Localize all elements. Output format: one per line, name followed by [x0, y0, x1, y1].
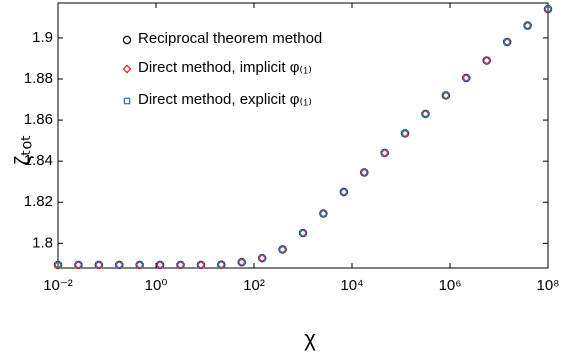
x-tick-label: 10⁸ — [536, 277, 559, 294]
y-axis-label: ζₜₒₜ — [10, 135, 35, 166]
legend-label: Reciprocal theorem method — [138, 30, 322, 47]
data-point — [340, 188, 348, 196]
data-point — [238, 258, 246, 266]
data-point — [258, 254, 266, 262]
data-point — [503, 38, 511, 46]
x-axis-label: χ — [304, 326, 316, 351]
data-point — [442, 92, 450, 99]
data-point — [177, 261, 184, 269]
y-tick-label: 1.86 — [24, 111, 53, 128]
legend-marker — [122, 35, 132, 45]
data-point — [401, 130, 409, 137]
data-point — [54, 261, 62, 269]
data-point — [483, 57, 491, 64]
data-point — [524, 22, 531, 29]
x-tick-label: 10⁴ — [340, 277, 363, 294]
x-tick-label: 10⁰ — [145, 277, 168, 294]
data-point — [320, 210, 327, 217]
data-point — [115, 261, 123, 269]
legend-marker — [122, 64, 132, 74]
x-tick-label: 10² — [243, 277, 265, 294]
data-point — [462, 74, 470, 82]
plot-frame — [57, 2, 549, 269]
data-point — [217, 261, 225, 269]
data-point — [197, 261, 205, 269]
y-tick-label: 1.84 — [24, 152, 53, 169]
legend-label: Direct method, explicit φ₍₁₎ — [138, 91, 312, 108]
data-point — [95, 261, 103, 269]
x-tick-label: 10⁶ — [439, 277, 462, 294]
data-point — [299, 229, 307, 237]
y-tick-label: 1.8 — [32, 234, 53, 251]
data-point — [156, 261, 164, 269]
y-tick-label: 1.9 — [32, 29, 53, 46]
y-tick-label: 1.82 — [24, 193, 53, 210]
data-point — [136, 261, 143, 269]
data-point — [279, 246, 286, 253]
x-tick-label: 10⁻² — [43, 277, 73, 294]
legend-marker — [123, 97, 131, 105]
data-point — [75, 261, 82, 269]
data-point — [422, 110, 429, 118]
y-tick-label: 1.88 — [24, 70, 53, 87]
data-point — [360, 169, 368, 176]
legend-label: Direct method, implicit φ₍₁₎ — [138, 59, 312, 76]
data-point — [544, 5, 552, 13]
data-point — [381, 149, 388, 157]
